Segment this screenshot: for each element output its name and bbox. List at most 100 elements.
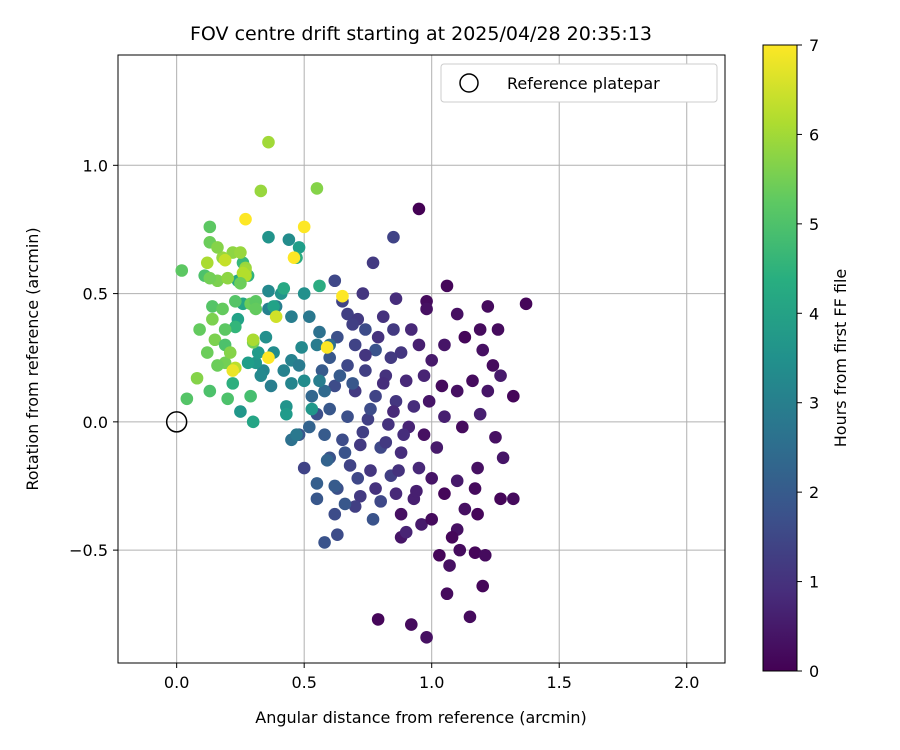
data-point [310, 492, 324, 506]
data-point [323, 351, 336, 365]
data-point [476, 579, 490, 593]
data-point [328, 274, 342, 288]
data-point [496, 451, 510, 465]
data-point [318, 384, 331, 398]
data-point [384, 351, 398, 365]
data-point [346, 318, 359, 331]
colorbar-tick-label: 3 [809, 394, 819, 413]
data-point [438, 338, 451, 352]
data-point [269, 310, 283, 323]
data-point [223, 346, 237, 359]
data-point [318, 428, 331, 441]
legend-box [440, 63, 718, 103]
data-point [338, 497, 352, 511]
data-point [264, 379, 278, 393]
data-point [259, 330, 273, 344]
data-point [262, 284, 275, 298]
chart-title: FOV centre drift starting at 2025/04/28 … [190, 23, 652, 45]
data-point [453, 543, 467, 557]
data-point [348, 338, 362, 352]
data-point [404, 618, 418, 631]
data-point [221, 392, 234, 406]
data-point [297, 220, 311, 234]
data-point [361, 412, 375, 426]
data-point [376, 310, 390, 323]
reference-point [165, 411, 188, 433]
data-point [382, 418, 395, 431]
x-tick-label: 2.0 [674, 673, 699, 692]
data-point [180, 392, 194, 406]
data-point [438, 410, 451, 424]
data-point [473, 407, 487, 421]
data-point [422, 395, 436, 408]
data-point [420, 302, 433, 316]
data-point [394, 346, 408, 359]
data-point [318, 536, 331, 549]
colorbar-tick-label: 6 [809, 125, 819, 144]
y-axis-label: Rotation from reference (arcmin) [23, 227, 42, 490]
data-point [399, 374, 413, 388]
data-point [364, 464, 377, 477]
data-point [466, 374, 479, 388]
data-point [302, 310, 316, 323]
data-point [397, 428, 410, 441]
data-point [292, 359, 306, 372]
data-point [364, 402, 377, 416]
data-point [336, 289, 349, 303]
data-point [208, 333, 222, 347]
data-point [254, 184, 268, 198]
data-point [234, 277, 247, 290]
data-point [440, 587, 454, 601]
data-point [229, 320, 242, 334]
data-point [435, 379, 449, 393]
data-point [267, 300, 280, 313]
data-point [478, 548, 492, 562]
data-point [333, 369, 347, 382]
data-point [369, 389, 382, 403]
data-point [249, 302, 263, 316]
data-point [369, 343, 382, 357]
data-point [310, 477, 324, 490]
legend: Reference platepar [440, 63, 718, 103]
data-point [226, 364, 240, 377]
data-point [376, 377, 390, 390]
data-point [203, 220, 217, 234]
data-point [356, 425, 370, 439]
data-point [200, 346, 214, 359]
data-point [348, 500, 362, 513]
x-tick-label: 0.0 [164, 673, 189, 692]
data-point [262, 230, 275, 244]
data-point [343, 459, 357, 472]
data-point [285, 377, 298, 390]
colorbar-ticks: 0 1 2 3 4 5 6 7 [797, 36, 819, 681]
data-point [489, 430, 502, 444]
data-point [341, 307, 354, 321]
data-point [387, 405, 400, 418]
data-point [481, 300, 495, 313]
data-point [336, 433, 349, 447]
data-point [440, 279, 454, 293]
data-point [456, 420, 469, 434]
data-point [389, 395, 403, 408]
data-point [425, 513, 439, 526]
data-point [331, 528, 344, 542]
data-point [239, 212, 252, 226]
colorbar-gradient [762, 44, 798, 672]
data-point [200, 256, 214, 270]
data-point [412, 202, 426, 216]
data-point [193, 323, 206, 336]
colorbar-tick-label: 2 [809, 483, 819, 502]
data-point [366, 256, 380, 270]
data-point [246, 333, 260, 347]
data-point [507, 492, 520, 506]
data-point [234, 246, 247, 259]
data-point [203, 384, 217, 398]
plot-background [118, 55, 725, 663]
data-point [341, 410, 354, 424]
data-point [371, 613, 385, 626]
data-point [328, 507, 342, 521]
data-point [417, 369, 431, 382]
colorbar: 0 1 2 3 4 5 6 7 Hours from first FF file [762, 36, 850, 681]
data-point [407, 400, 421, 413]
data-point [328, 379, 342, 393]
